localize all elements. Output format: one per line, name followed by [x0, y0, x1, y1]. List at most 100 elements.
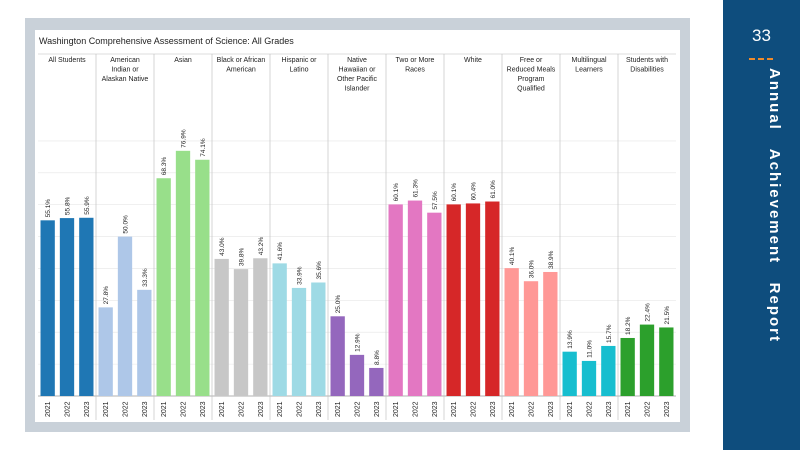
data-label: 39.8% — [239, 247, 246, 266]
x-tick-label: 2021 — [509, 401, 516, 417]
bar — [427, 212, 442, 396]
bar — [485, 201, 500, 396]
data-label: 18.2% — [625, 316, 632, 335]
bar — [523, 281, 539, 396]
data-label: 8.8% — [374, 350, 381, 365]
data-label: 74.1% — [200, 138, 207, 157]
chart-title: Washington Comprehensive Assessment of S… — [39, 36, 294, 46]
x-tick-label: 2021 — [567, 401, 574, 417]
bar — [407, 200, 423, 396]
data-label: 27.8% — [103, 286, 110, 305]
x-tick-label: 2021 — [45, 401, 52, 417]
x-tick-label: 2022 — [181, 401, 188, 417]
group-header-label: Races — [405, 67, 425, 74]
report-sidebar: 33 Annual Achievement Report — [723, 0, 800, 450]
group-header-label: All Students — [48, 57, 86, 64]
page-number: 33 — [752, 26, 771, 45]
bar — [465, 203, 481, 396]
data-label: 12.9% — [355, 333, 362, 352]
x-tick-label: 2021 — [161, 401, 168, 417]
x-tick-label: 2023 — [548, 401, 555, 417]
bar — [388, 204, 403, 396]
bar — [79, 217, 94, 396]
data-label: 50.0% — [123, 215, 130, 234]
bar — [156, 178, 171, 396]
x-tick-label: 2021 — [219, 401, 226, 417]
group-header-label: Program — [518, 76, 545, 83]
data-label: 43.0% — [219, 237, 226, 256]
x-tick-label: 2023 — [606, 401, 613, 417]
x-tick-label: 2022 — [123, 401, 130, 417]
x-tick-label: 2023 — [84, 401, 91, 417]
bar — [59, 218, 75, 396]
data-label: 41.6% — [277, 242, 284, 261]
x-tick-label: 2023 — [490, 401, 497, 417]
bar — [369, 367, 384, 396]
group-header-label: Multilingual — [571, 57, 606, 64]
bar — [446, 204, 461, 396]
x-tick-label: 2023 — [316, 401, 323, 417]
data-label: 43.2% — [258, 237, 265, 256]
group-header-label: Two or More — [396, 57, 435, 64]
x-tick-label: 2023 — [142, 401, 149, 417]
x-tick-label: 2022 — [587, 401, 594, 417]
data-label: 55.9% — [84, 196, 91, 215]
data-label: 33.3% — [142, 268, 149, 287]
bar — [639, 324, 655, 396]
bar — [253, 258, 268, 396]
data-label: 11.0% — [587, 340, 594, 358]
x-tick-label: 2022 — [645, 401, 652, 417]
group-header-label: Disabilities — [630, 67, 664, 74]
group-header-label: Latino — [289, 67, 308, 74]
bar — [40, 220, 55, 396]
bar — [620, 337, 635, 396]
x-tick-label: 2022 — [297, 401, 304, 417]
bar — [330, 316, 345, 396]
group-header-label: Hispanic or — [281, 57, 317, 64]
bar — [272, 263, 287, 396]
bar — [504, 268, 519, 396]
group-header-label: Native — [347, 57, 367, 64]
data-label: 38.9% — [548, 250, 555, 269]
x-tick-label: 2021 — [335, 401, 342, 417]
bar — [98, 307, 113, 396]
x-tick-label: 2023 — [258, 401, 265, 417]
x-tick-label: 2021 — [103, 401, 110, 417]
bar — [659, 327, 674, 396]
data-label: 40.1% — [509, 247, 516, 266]
group-header-label: Hawaiian or — [339, 67, 377, 74]
group-header-label: American — [110, 57, 140, 64]
x-tick-label: 2022 — [471, 401, 478, 417]
bar — [233, 269, 249, 396]
x-tick-label: 2022 — [239, 401, 246, 417]
group-header-label: Qualified — [517, 86, 545, 93]
data-label: 25.0% — [335, 295, 342, 314]
bar — [214, 258, 229, 396]
group-header-label: Indian or — [111, 67, 139, 74]
group-header-label: White — [464, 57, 482, 64]
accent-dash — [749, 58, 773, 60]
report-title: Annual Achievement Report — [766, 68, 783, 343]
bar — [562, 351, 577, 396]
data-label: 60.4% — [471, 182, 478, 201]
group-header-label: Other Pacific — [337, 76, 378, 83]
group-header-label: Learners — [575, 67, 603, 74]
x-tick-label: 2021 — [393, 401, 400, 417]
group-header-label: American — [226, 67, 256, 74]
bar-chart: Washington Comprehensive Assessment of S… — [38, 36, 676, 420]
x-tick-label: 2021 — [625, 401, 632, 417]
data-label: 21.5% — [664, 306, 671, 325]
data-label: 61.0% — [490, 180, 497, 199]
chart-panel: Washington Comprehensive Assessment of S… — [35, 30, 680, 422]
x-tick-label: 2023 — [664, 401, 671, 417]
bar — [137, 289, 152, 396]
x-tick-label: 2023 — [200, 401, 207, 417]
data-label: 36.0% — [529, 260, 536, 279]
bar — [349, 354, 365, 396]
data-label: 57.5% — [432, 191, 439, 210]
data-label: 60.1% — [451, 183, 458, 202]
data-label: 60.1% — [393, 183, 400, 202]
data-label: 13.9% — [567, 330, 574, 349]
bar — [601, 345, 616, 396]
x-tick-label: 2021 — [451, 401, 458, 417]
